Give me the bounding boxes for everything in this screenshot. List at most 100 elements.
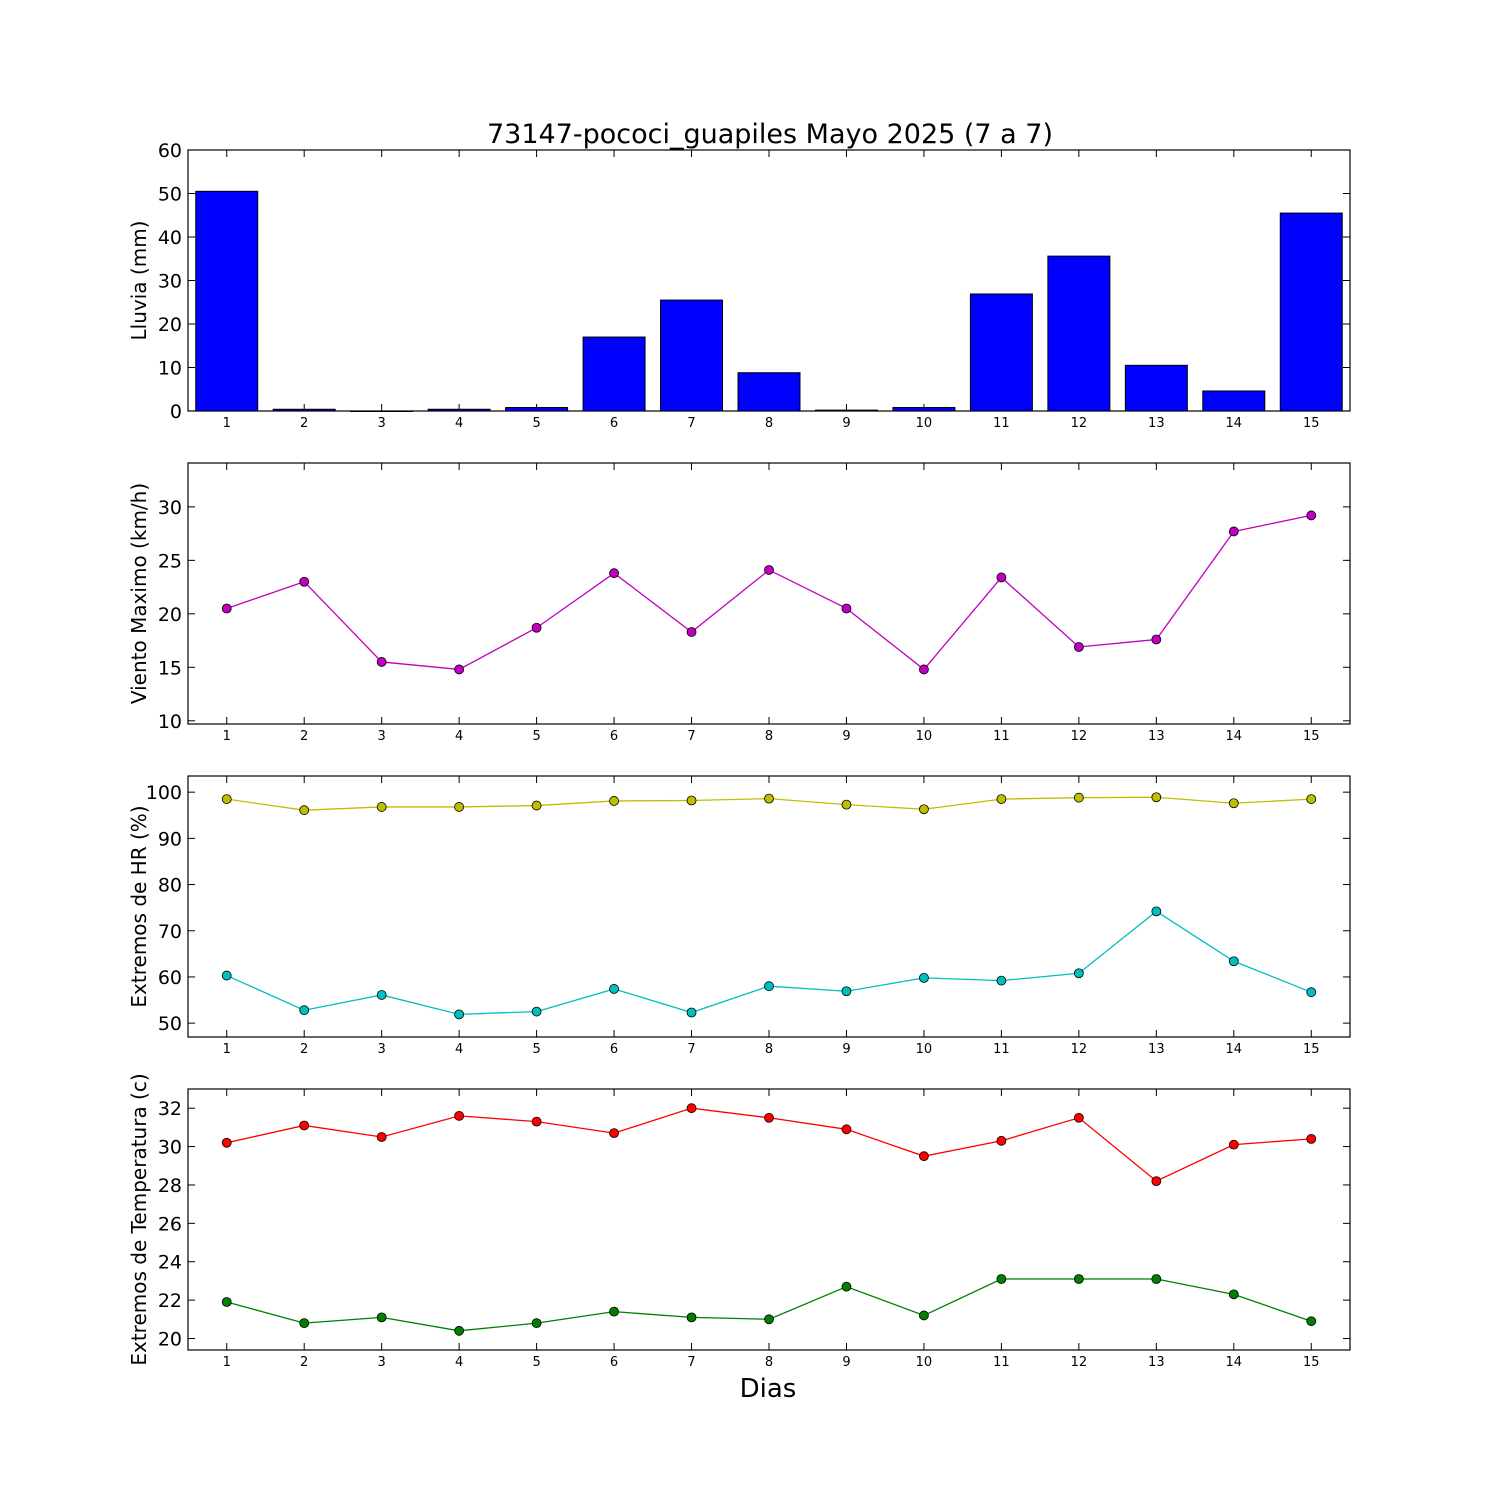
y-tick-label: 30 bbox=[158, 1137, 182, 1159]
y-tick-label: 20 bbox=[158, 1328, 182, 1350]
x-tick-label: 12 bbox=[1071, 1355, 1088, 1370]
data-point bbox=[299, 805, 310, 816]
x-tick-label: 6 bbox=[610, 1042, 618, 1057]
y-tick-label: 50 bbox=[158, 1013, 182, 1035]
y-tick-label: 10 bbox=[158, 711, 182, 733]
x-tick-label: 15 bbox=[1303, 1042, 1320, 1057]
x-tick-label: 7 bbox=[687, 729, 695, 744]
y-tick-label: 40 bbox=[158, 227, 182, 249]
x-tick-label: 3 bbox=[378, 1355, 386, 1370]
data-point bbox=[919, 1310, 929, 1321]
data-point bbox=[454, 1009, 465, 1020]
data-point bbox=[376, 1312, 387, 1323]
x-tick-label: 14 bbox=[1226, 416, 1243, 431]
data-point bbox=[764, 793, 774, 804]
y-tick-label: 90 bbox=[158, 828, 182, 850]
bar bbox=[1202, 390, 1266, 412]
y-tick-label: 50 bbox=[158, 184, 182, 206]
data-point bbox=[919, 664, 929, 675]
x-tick-label: 14 bbox=[1226, 1355, 1243, 1370]
data-point bbox=[299, 1005, 310, 1016]
data-point bbox=[1073, 642, 1084, 652]
data-point bbox=[919, 1151, 929, 1162]
x-tick-label: 13 bbox=[1148, 416, 1165, 431]
bar bbox=[582, 336, 646, 412]
x-tick-label: 8 bbox=[765, 416, 773, 431]
x-tick-label: 7 bbox=[687, 1042, 695, 1057]
y-axis-label: Lluvia (mm) bbox=[127, 221, 151, 341]
bar bbox=[505, 407, 569, 412]
bar bbox=[660, 299, 724, 412]
x-tick-label: 1 bbox=[223, 416, 231, 431]
x-tick-label: 8 bbox=[765, 729, 773, 744]
x-tick-label: 3 bbox=[378, 1042, 386, 1057]
data-point bbox=[841, 1124, 852, 1135]
x-tick-label: 8 bbox=[765, 1355, 773, 1370]
data-point bbox=[299, 1120, 310, 1131]
x-tick-label: 6 bbox=[610, 1355, 618, 1370]
x-tick-label: 11 bbox=[993, 1355, 1010, 1370]
data-point bbox=[376, 1132, 387, 1142]
data-point bbox=[1228, 798, 1239, 809]
x-tick-label: 14 bbox=[1226, 1042, 1243, 1057]
data-point bbox=[1228, 1289, 1239, 1300]
data-point bbox=[531, 1006, 542, 1017]
data-point bbox=[221, 603, 232, 614]
bar bbox=[272, 408, 336, 412]
x-tick-label: 5 bbox=[532, 729, 540, 744]
y-tick-label: 25 bbox=[158, 550, 182, 572]
data-point bbox=[996, 1135, 1007, 1146]
data-point bbox=[1306, 794, 1317, 804]
bar bbox=[814, 409, 878, 412]
data-point bbox=[221, 1137, 232, 1148]
x-tick-label: 7 bbox=[687, 416, 695, 431]
data-point bbox=[764, 981, 774, 992]
y-tick-label: 30 bbox=[158, 497, 182, 519]
data-point bbox=[686, 627, 697, 637]
data-point bbox=[919, 972, 929, 983]
data-point bbox=[531, 1318, 542, 1329]
x-tick-label: 9 bbox=[842, 416, 850, 431]
data-point bbox=[376, 802, 387, 812]
x-tick-label: 12 bbox=[1071, 729, 1088, 744]
x-tick-label: 7 bbox=[687, 1355, 695, 1370]
x-tick-label: 10 bbox=[916, 416, 933, 431]
data-point bbox=[221, 794, 232, 804]
data-point bbox=[1228, 1139, 1239, 1150]
x-tick-label: 4 bbox=[455, 1042, 463, 1057]
y-tick-label: 32 bbox=[158, 1098, 182, 1120]
data-point bbox=[686, 1312, 697, 1323]
data-point bbox=[1228, 956, 1239, 967]
data-point bbox=[1073, 792, 1084, 803]
y-tick-label: 26 bbox=[158, 1213, 182, 1235]
data-point bbox=[531, 800, 542, 811]
data-point bbox=[841, 986, 852, 997]
x-tick-label: 13 bbox=[1148, 729, 1165, 744]
y-tick-label: 15 bbox=[158, 657, 182, 679]
figure-title: 73147-pococi_guapiles Mayo 2025 (7 a 7) bbox=[487, 119, 1053, 150]
plot-frame bbox=[187, 775, 1351, 1038]
data-point bbox=[609, 984, 619, 994]
data-point bbox=[841, 1281, 852, 1292]
x-tick-label: 4 bbox=[455, 729, 463, 744]
data-point bbox=[686, 795, 697, 806]
data-point bbox=[764, 565, 774, 575]
data-point bbox=[1151, 906, 1162, 917]
x-tick-label: 1 bbox=[223, 729, 231, 744]
x-tick-label: 11 bbox=[993, 1042, 1010, 1057]
data-point bbox=[1306, 1133, 1317, 1144]
x-tick-label: 2 bbox=[300, 1355, 308, 1370]
data-point bbox=[686, 1007, 697, 1018]
x-tick-label: 15 bbox=[1303, 416, 1320, 431]
data-point bbox=[841, 799, 852, 810]
data-point bbox=[1073, 968, 1084, 979]
data-point bbox=[1073, 1112, 1084, 1123]
x-tick-label: 8 bbox=[765, 1042, 773, 1057]
bar bbox=[737, 372, 801, 412]
data-point bbox=[919, 804, 929, 815]
data-point bbox=[841, 603, 852, 614]
x-tick-label: 1 bbox=[223, 1042, 231, 1057]
